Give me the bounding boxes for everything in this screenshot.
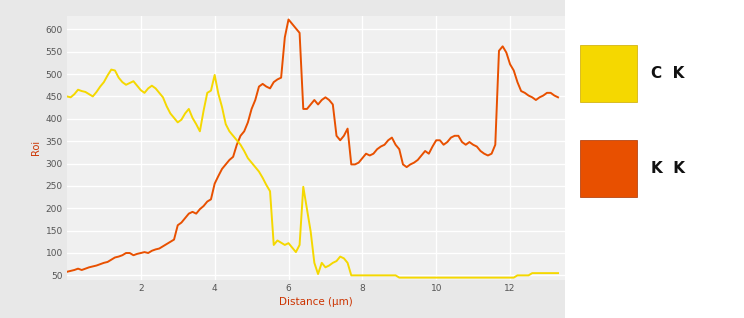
FancyBboxPatch shape	[580, 140, 637, 197]
FancyBboxPatch shape	[580, 45, 637, 102]
X-axis label: Distance (μm): Distance (μm)	[279, 297, 353, 307]
Text: K  K: K K	[651, 161, 685, 176]
Text: C  K: C K	[651, 66, 684, 81]
Y-axis label: Roi: Roi	[31, 140, 42, 156]
